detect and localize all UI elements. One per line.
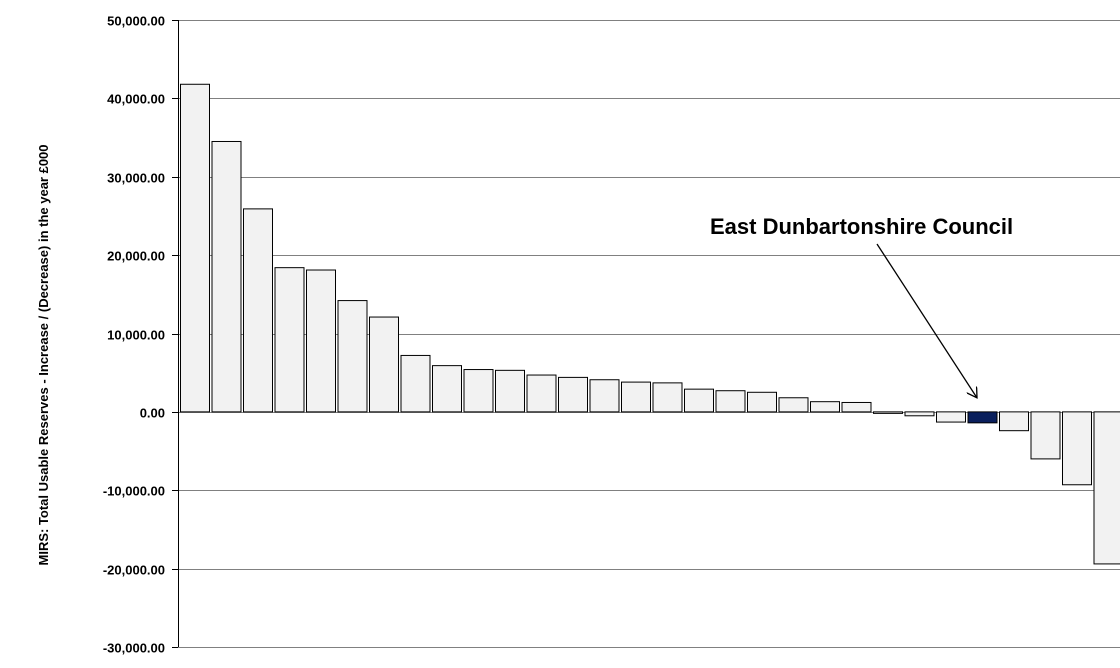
bar <box>811 402 840 412</box>
bar <box>496 370 525 412</box>
bar <box>401 355 430 411</box>
y-tick-label: 40,000.00 <box>107 92 165 107</box>
bar <box>527 375 556 412</box>
bar <box>370 317 399 412</box>
y-tick-label: -10,000.00 <box>103 484 165 499</box>
bar <box>685 389 714 412</box>
annotation-label: East Dunbartonshire Council <box>710 214 1013 239</box>
bar <box>937 412 966 422</box>
y-tick-label: -20,000.00 <box>103 563 165 578</box>
bar <box>559 377 588 411</box>
y-tick-label: 30,000.00 <box>107 171 165 186</box>
bar <box>874 412 903 414</box>
annotation: East Dunbartonshire Council <box>710 214 1013 398</box>
bar <box>1063 412 1092 485</box>
bar <box>1000 412 1029 431</box>
y-tick-label: -30,000.00 <box>103 641 165 656</box>
y-tick-label: 10,000.00 <box>107 328 165 343</box>
bar <box>212 141 241 411</box>
y-tick-label: 50,000.00 <box>107 14 165 29</box>
bar <box>779 398 808 412</box>
bar <box>622 382 651 412</box>
bar <box>842 402 871 411</box>
bar <box>590 380 619 412</box>
bar <box>748 392 777 412</box>
bar <box>338 301 367 412</box>
y-tick-label: 20,000.00 <box>107 249 165 264</box>
bar <box>181 84 210 412</box>
annotation-arrow <box>877 244 977 398</box>
bar-highlighted <box>968 412 997 423</box>
bar <box>433 366 462 412</box>
bar <box>653 383 682 412</box>
bar <box>275 268 304 412</box>
bar <box>464 370 493 412</box>
bars <box>181 84 1120 564</box>
y-tick-labels: 50,000.00 40,000.00 30,000.00 20,000.00 10,0… <box>103 14 165 656</box>
bar <box>244 209 273 412</box>
bar <box>905 412 934 416</box>
bar <box>1031 412 1060 459</box>
y-axis-title: MIRS: Total Usable Reserves - Increase /… <box>36 144 51 565</box>
bar <box>307 270 336 412</box>
y-tick-label: 0.00 <box>140 406 165 421</box>
bar <box>716 391 745 412</box>
bar <box>1094 412 1120 564</box>
